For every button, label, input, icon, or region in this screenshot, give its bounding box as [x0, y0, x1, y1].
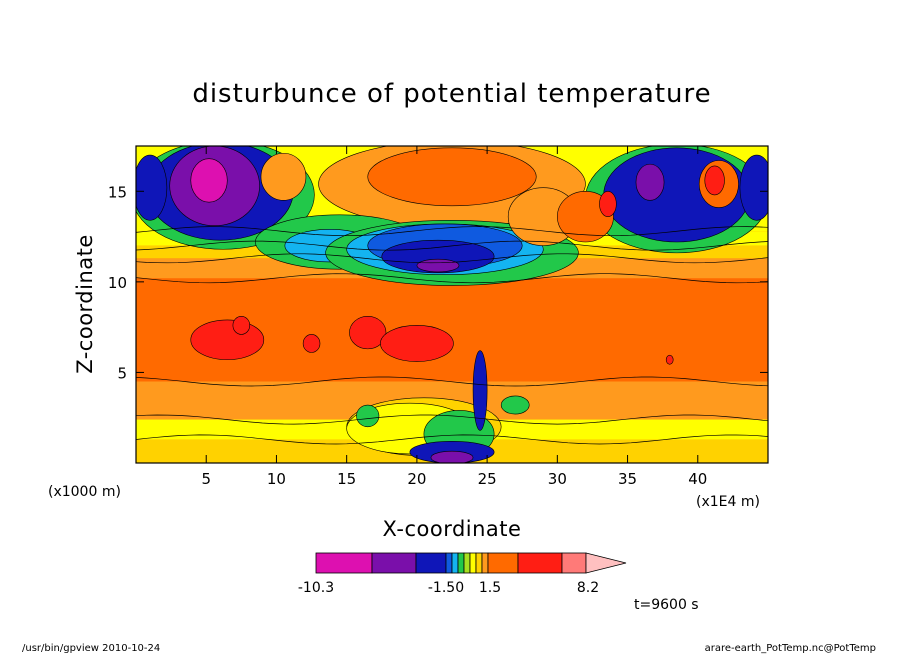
x-tick-label: 15	[337, 470, 356, 488]
temperature-features	[136, 146, 768, 463]
colorbar-segment-9	[481, 552, 489, 574]
feature-19	[381, 239, 495, 274]
chart-title: disturbunce of potential temperature	[192, 79, 711, 109]
x-tick-label: 35	[618, 470, 637, 488]
footer-right: arare-earth_PotTemp.nc@PotTemp	[705, 643, 876, 654]
x-tick-label: 25	[478, 470, 497, 488]
feature-23	[599, 190, 617, 217]
feature-35	[500, 395, 530, 415]
feature-5	[190, 158, 228, 203]
feature-10	[635, 163, 665, 201]
colorbar-label-min: -10.3	[298, 580, 334, 596]
feature-34	[430, 450, 474, 463]
time-annotation: t=9600 s	[634, 597, 699, 613]
feature-9	[704, 165, 725, 196]
colorbar-segment-2	[415, 552, 447, 574]
plot-area	[136, 146, 768, 463]
feature-27	[349, 315, 387, 350]
y-tick-label: 15	[108, 183, 127, 201]
colorbar-segment-6	[463, 552, 471, 574]
colorbar	[315, 552, 627, 574]
x-tick-label: 20	[407, 470, 426, 488]
colorbar-segment-8	[475, 552, 483, 574]
feature-12	[739, 154, 768, 221]
colorbar-segment-5	[457, 552, 465, 574]
x-axis-label: X-coordinate	[383, 517, 522, 541]
colorbar-segment-10	[487, 552, 519, 574]
contour-line-0	[136, 434, 768, 445]
feature-24	[190, 319, 265, 361]
x-tick-label: 5	[201, 470, 211, 488]
x-tick-label: 40	[688, 470, 707, 488]
feature-26	[302, 334, 321, 353]
x-axis-ticks: 5 10 15 20 25 30 35 40	[201, 146, 707, 488]
contour-line-2	[136, 376, 768, 387]
colorbar-segment-0	[315, 552, 373, 574]
contour-line-5	[136, 240, 768, 251]
feature-29	[665, 354, 674, 365]
plot-frame	[135, 145, 769, 464]
feature-20	[416, 258, 460, 273]
colorbar-label-pos: 1.5	[479, 580, 501, 596]
colorbar-label-neg: -1.50	[428, 580, 464, 596]
x-tick-label: 10	[267, 470, 286, 488]
y-axis-ticks: 5 10 15	[108, 183, 768, 382]
colorbar-arrow	[585, 552, 627, 574]
colorbar-label-max: 8.2	[577, 580, 599, 596]
contour-line-1	[136, 414, 768, 425]
colorbar-segment-7	[469, 552, 477, 574]
y-axis-unit: (x1000 m)	[48, 484, 121, 500]
contour-line-6	[136, 226, 768, 237]
feature-25	[232, 315, 251, 335]
y-axis-label: Z-coordinate	[73, 234, 97, 374]
feature-28	[380, 325, 454, 362]
contour-line-3	[136, 273, 768, 284]
feature-13	[260, 152, 307, 201]
feature-36	[472, 350, 488, 431]
colorbar-segment-11	[517, 552, 563, 574]
footer-left: /usr/bin/gpview 2010-10-24	[22, 643, 160, 654]
feature-1	[367, 147, 537, 207]
feature-11	[136, 154, 168, 221]
feature-37	[356, 404, 380, 428]
colorbar-segment-3	[445, 552, 453, 574]
colorbar-segment-1	[371, 552, 417, 574]
y-tick-label: 10	[108, 274, 127, 292]
x-axis-unit: (x1E4 m)	[696, 494, 760, 510]
colorbar-segment-12	[561, 552, 587, 574]
x-tick-label: 30	[548, 470, 567, 488]
colorbar-labels: -10.3 -1.50 1.5 8.2	[298, 580, 599, 596]
colorbar-segment-4	[451, 552, 459, 574]
y-tick-label: 5	[117, 364, 127, 382]
contour-line-4	[136, 253, 768, 264]
